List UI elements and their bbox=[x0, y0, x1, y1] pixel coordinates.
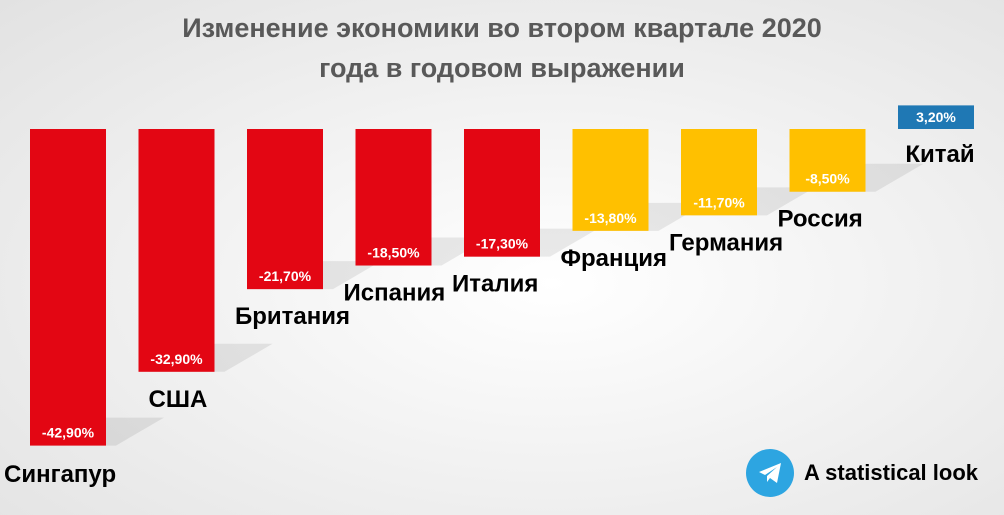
bar-италия bbox=[464, 129, 540, 257]
bar-сша bbox=[138, 129, 215, 372]
value-labels: -42,90% -32,90% -21,70% -18,50% -17,30% -13,8… bbox=[42, 109, 956, 440]
chart-title: Изменение экономики во втором квартале 2… bbox=[0, 8, 1004, 88]
category-label-испания: Испания bbox=[344, 280, 446, 307]
category-label-россия: Россия bbox=[778, 206, 863, 233]
value-label-испания: -18,50% bbox=[367, 245, 420, 261]
bar-испания bbox=[355, 129, 432, 266]
bar-франция bbox=[572, 129, 649, 231]
chart-title-line-2: года в годовом выражении bbox=[319, 53, 685, 83]
bar-сингапур bbox=[30, 129, 106, 446]
bar-россия bbox=[789, 129, 866, 192]
value-label-китай: 3,20% bbox=[916, 109, 956, 125]
category-label-китай: Китай bbox=[905, 141, 974, 168]
value-label-италия: -17,30% bbox=[476, 236, 529, 252]
footer-branding: A statistical look bbox=[745, 449, 978, 497]
bars bbox=[30, 105, 974, 446]
bar-китай bbox=[898, 105, 974, 129]
value-label-сингапур: -42,90% bbox=[42, 425, 95, 441]
bar-британия bbox=[247, 129, 323, 290]
category-label-сша: США bbox=[149, 386, 208, 413]
category-label-германия: Германия bbox=[669, 229, 783, 256]
category-label-сингапур: Сингапур bbox=[4, 461, 116, 488]
category-label-британия: Британия bbox=[235, 303, 350, 330]
bar-германия bbox=[681, 129, 757, 216]
footer-text: A statistical look bbox=[803, 460, 978, 485]
value-label-сша: -32,90% bbox=[150, 351, 203, 367]
category-label-франция: Франция bbox=[561, 245, 668, 272]
value-label-германия: -11,70% bbox=[693, 194, 745, 210]
category-label-италия: Италия bbox=[452, 271, 538, 298]
value-label-россия: -8,50% bbox=[805, 171, 850, 187]
value-label-франция: -13,80% bbox=[584, 210, 637, 226]
telegram-icon bbox=[745, 449, 794, 497]
chart-title-line-1: Изменение экономики во втором квартале 2… bbox=[182, 13, 822, 43]
value-label-британия: -21,70% bbox=[259, 268, 312, 284]
